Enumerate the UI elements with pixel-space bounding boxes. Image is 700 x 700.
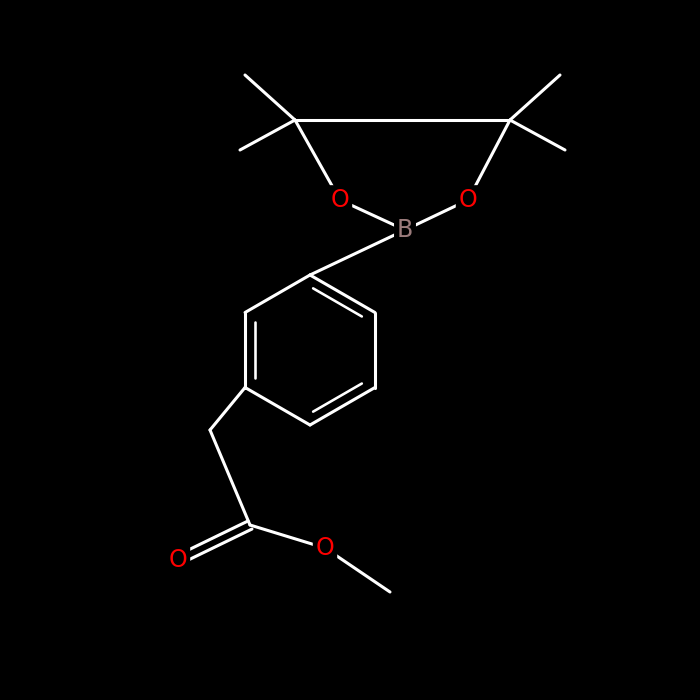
Text: B: B bbox=[397, 218, 413, 242]
Text: O: O bbox=[169, 548, 188, 572]
Text: O: O bbox=[330, 188, 349, 212]
Text: O: O bbox=[458, 188, 477, 212]
Text: O: O bbox=[316, 536, 335, 560]
